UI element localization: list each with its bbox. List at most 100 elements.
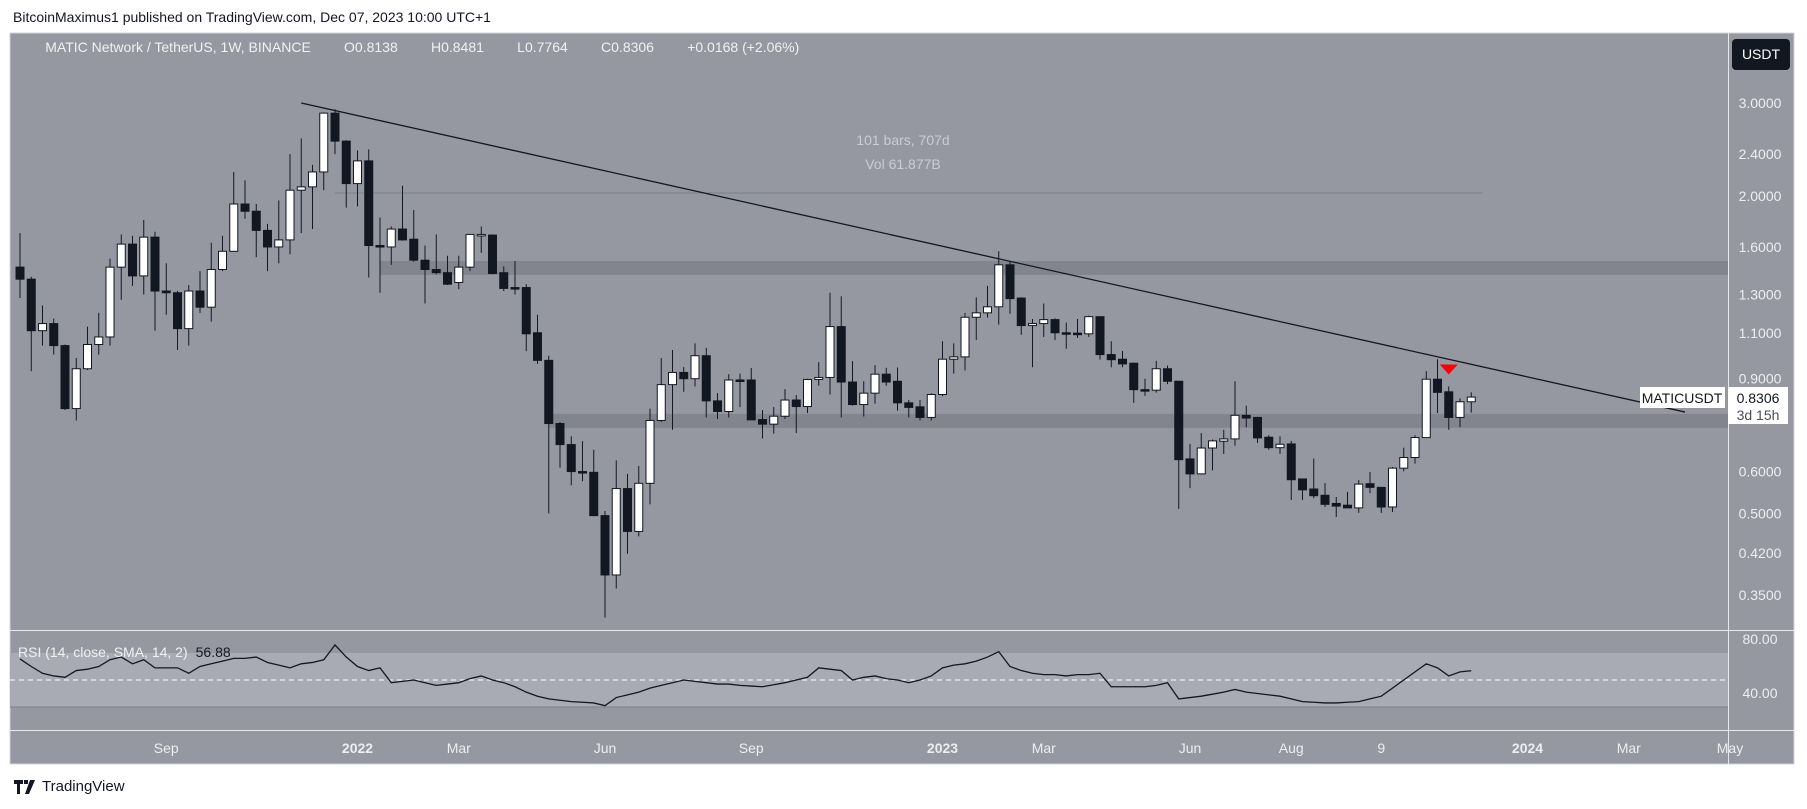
candle	[600, 511, 610, 618]
price-tick-label: 0.5000	[1739, 505, 1782, 521]
candle	[94, 312, 104, 355]
candle	[1095, 316, 1105, 360]
candle-body-bullish	[296, 186, 306, 191]
candle-body-bearish	[679, 371, 689, 380]
red-down-triangle-icon[interactable]	[1439, 364, 1458, 375]
candle	[803, 378, 812, 413]
tradingview-footer-logo[interactable]: TradingView	[14, 778, 125, 795]
candle-body-bearish	[758, 419, 767, 425]
candle-body-bearish	[1320, 494, 1330, 505]
candle-body-bullish	[1230, 414, 1240, 440]
candle	[173, 291, 182, 351]
candle	[915, 400, 925, 421]
rsi-legend[interactable]: RSI (14, close, SMA, 14, 2) 56.88	[18, 644, 231, 660]
candle	[1376, 486, 1386, 513]
descending-trendline[interactable]	[301, 102, 1686, 413]
candle-body-bullish	[274, 239, 284, 248]
rsi-line	[19, 643, 1472, 707]
time-tick-label: Sep	[154, 740, 179, 756]
candle	[713, 393, 722, 419]
candle	[893, 367, 902, 411]
candle-body-bearish	[589, 471, 599, 517]
candle	[150, 231, 160, 331]
candle-body-bearish	[161, 290, 171, 294]
candle-body-bearish	[848, 381, 857, 406]
candle-body-bullish	[38, 323, 47, 332]
candle-body-bullish	[960, 316, 970, 358]
candle-body-bullish	[206, 268, 216, 308]
price-pane[interactable]	[15, 102, 1728, 618]
price-axis[interactable]: 3.0000 2.4000 2.0000 1.6000 1.3000 1.1000 0.90…	[1739, 95, 1782, 603]
candle-body-bearish	[791, 399, 801, 408]
candle	[1073, 319, 1082, 339]
candle	[218, 235, 227, 272]
candle-body-bearish	[251, 210, 261, 231]
candle-body-bearish	[1365, 483, 1375, 488]
candle-body-bearish	[398, 228, 407, 241]
candle-body-bearish	[150, 236, 160, 292]
candle-body-bearish	[544, 359, 554, 425]
candle	[746, 368, 756, 421]
svg-text:MATIC Network / TetherUS, 1W,: MATIC Network / TetherUS, 1W, BINANCE O0…	[18, 39, 819, 55]
candle-body-bullish	[1084, 316, 1094, 335]
candle-body-bearish	[60, 345, 70, 410]
candle-body-bullish	[105, 266, 115, 338]
candle	[926, 393, 936, 421]
candle	[375, 217, 385, 293]
candle	[285, 154, 295, 255]
candle-body-bullish	[1039, 319, 1049, 325]
candle	[938, 341, 947, 397]
support-resistance-zone[interactable]	[380, 260, 1728, 275]
candle	[578, 441, 587, 482]
candle	[566, 436, 576, 486]
candle	[1028, 319, 1037, 368]
time-tick-label: Aug	[1279, 740, 1304, 756]
candle-body-bearish	[533, 332, 542, 361]
candle	[476, 226, 486, 253]
legend-close-label: C	[601, 39, 611, 55]
footer-brand: TradingView	[42, 778, 125, 795]
candle-body-bearish	[1118, 358, 1127, 365]
last-price-value: 0.8306	[1737, 390, 1780, 406]
candle	[1320, 483, 1330, 507]
candle-body-bearish	[1264, 436, 1274, 449]
candle-body-bearish	[375, 245, 385, 248]
price-tick-label: 0.3500	[1739, 587, 1782, 603]
time-tick-label: Mar	[1617, 740, 1641, 756]
candle-body-bearish	[15, 266, 25, 280]
candle	[488, 234, 497, 275]
candle-body-bearish	[1005, 264, 1015, 300]
publish-attribution: BitcoinMaximus1 published on TradingView…	[13, 9, 491, 25]
time-axis[interactable]: Sep 2022 Mar Jun Sep 2023 Mar Jun Aug 9 2024 Mar May	[154, 740, 1743, 756]
candle-body-bullish	[116, 243, 126, 268]
candle	[1455, 398, 1465, 428]
symbol-legend[interactable]: MATIC Network / TetherUS, 1W, BINANCE O0…	[18, 39, 819, 55]
candle-body-bullish	[285, 189, 295, 241]
candle-body-bullish	[634, 482, 644, 532]
candle-body-bearish	[26, 278, 36, 332]
time-tick-label: 2023	[927, 740, 958, 756]
candle	[791, 395, 801, 434]
candle	[240, 180, 250, 219]
candle-body-bullish	[769, 415, 779, 425]
currency-unit-button[interactable]: USDT	[1732, 39, 1790, 70]
legend-close: 0.8306	[611, 39, 654, 55]
candle-body-bullish	[83, 344, 92, 370]
candle-body-bearish	[1129, 362, 1139, 391]
candle	[521, 284, 531, 352]
candle	[971, 297, 981, 340]
candle	[960, 312, 970, 371]
candle	[870, 365, 880, 404]
time-tick-label: Jun	[594, 740, 617, 756]
support-resistance-zone[interactable]	[548, 413, 1728, 428]
candle	[1118, 350, 1127, 368]
candle-body-bullish	[386, 228, 396, 248]
candle-body-bearish	[600, 515, 610, 576]
candle	[1174, 380, 1184, 509]
candle-body-bullish	[94, 336, 104, 346]
candle-body-bullish	[803, 378, 812, 408]
candle	[431, 234, 441, 275]
rsi-pane[interactable]	[10, 643, 1728, 708]
legend-high: 0.8481	[441, 39, 484, 55]
